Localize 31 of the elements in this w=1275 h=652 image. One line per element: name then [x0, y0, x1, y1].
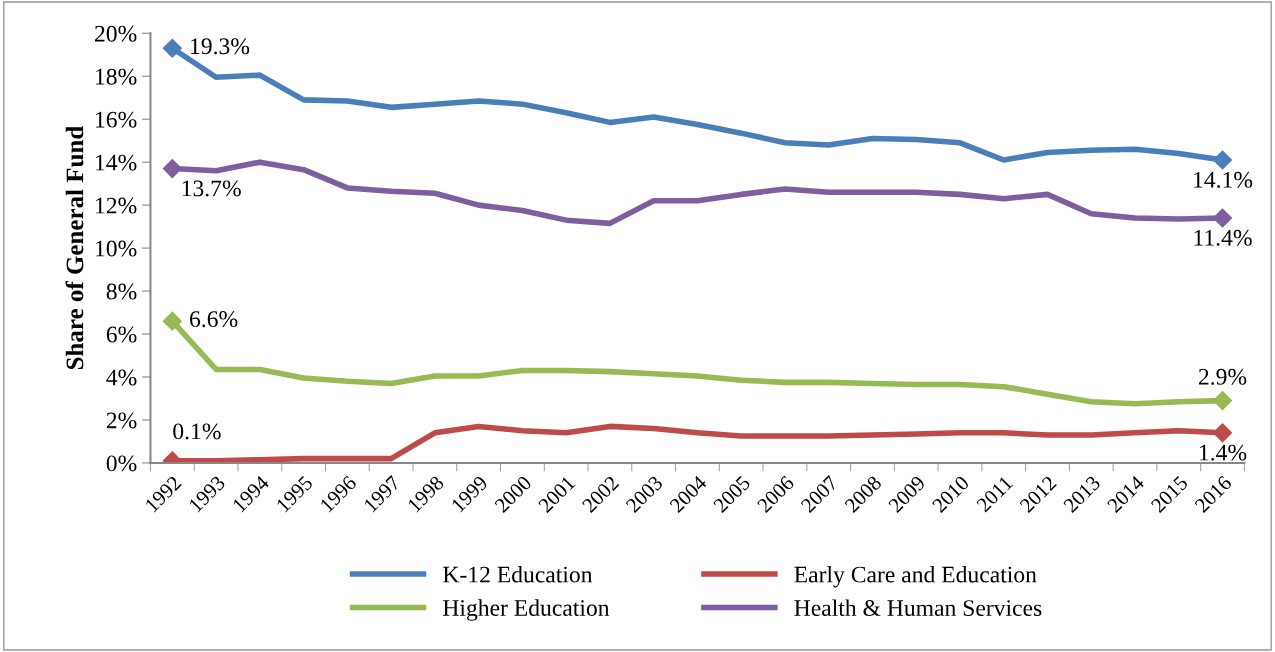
y-tick-label: 10% — [96, 240, 137, 257]
legend-label: Higher Education — [443, 599, 610, 621]
legend-label: Early Care and Education — [794, 565, 1037, 588]
point — [1212, 150, 1233, 170]
y-tick-label: 18% — [96, 68, 137, 85]
y-tick-label: 4% — [106, 369, 137, 386]
y-tick-label: 12% — [96, 197, 137, 214]
point — [162, 38, 182, 58]
point — [162, 311, 182, 331]
point — [1212, 423, 1233, 443]
y-tick-label: 14% — [96, 154, 137, 171]
data-label: 0.1% — [173, 423, 221, 440]
data-label: 11.4% — [1194, 229, 1252, 246]
point — [1212, 391, 1233, 411]
data-label: 2.9% — [1198, 368, 1247, 385]
legend-label: K-12 Education — [443, 565, 593, 583]
y-tick-label: 0% — [106, 455, 137, 472]
data-label: 13.7% — [182, 180, 241, 197]
data-label: 1.4% — [1200, 444, 1247, 461]
data-label: 6.6% — [190, 311, 238, 328]
data-label: 14.1% — [1194, 171, 1253, 188]
point — [162, 159, 182, 179]
y-tick-label: 2% — [106, 412, 137, 429]
y-tick-label: 8% — [106, 283, 137, 300]
data-label: 19.3% — [191, 38, 250, 55]
y-axis-title: Share of General Fund — [65, 126, 84, 370]
y-tick-label: 16% — [96, 111, 137, 128]
y-tick-label: 6% — [106, 326, 137, 343]
point — [1212, 208, 1233, 228]
y-tick-label: 20% — [95, 25, 137, 42]
legend-label: Health & Human Services — [794, 599, 1042, 616]
